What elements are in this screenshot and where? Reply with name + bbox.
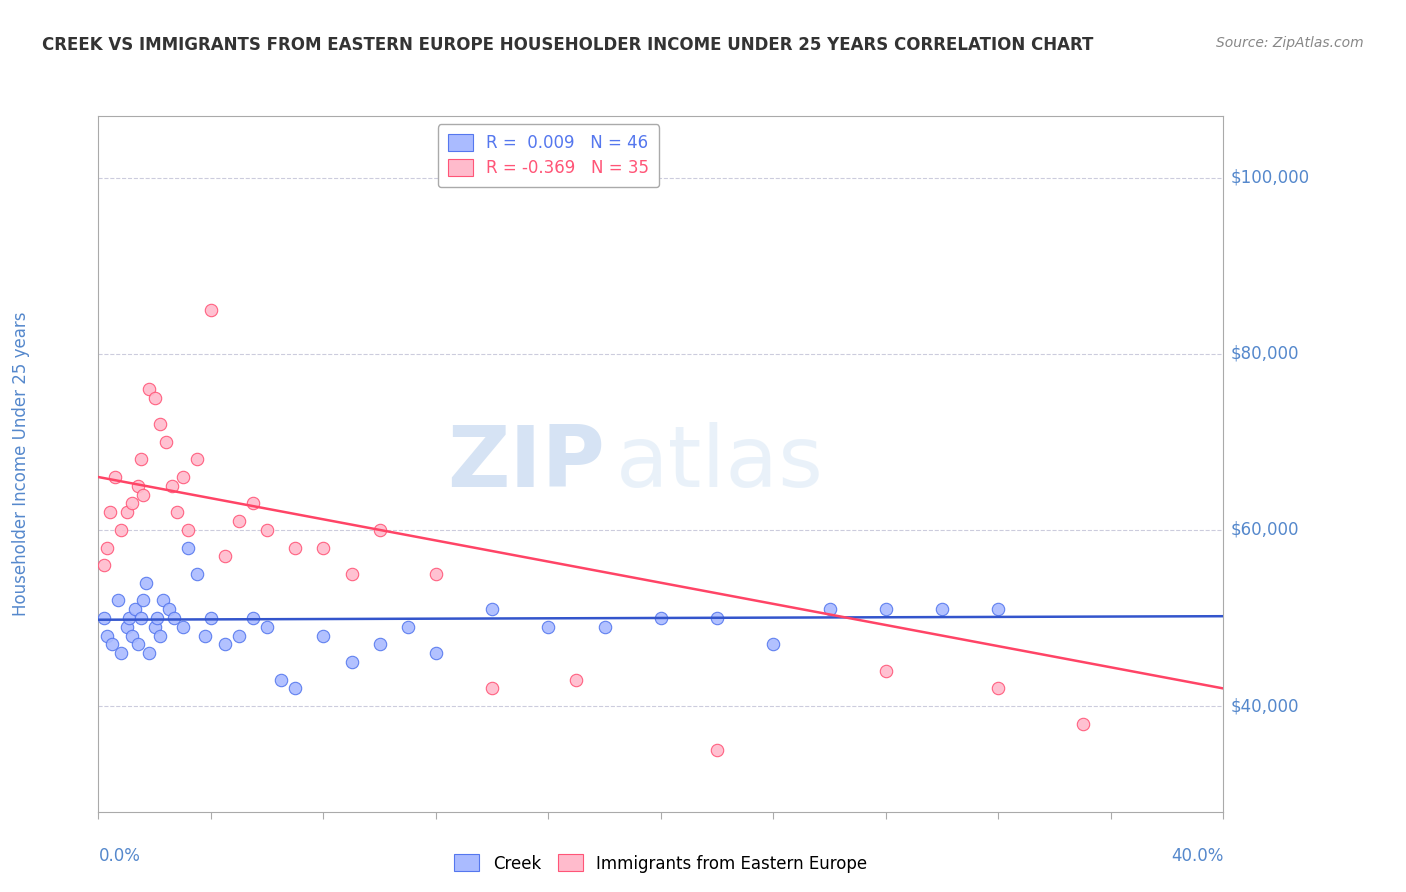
Point — [368, 523, 391, 537]
Point — [149, 417, 172, 432]
Point — [256, 523, 278, 537]
Point — [593, 620, 616, 634]
Point — [565, 673, 588, 687]
Point — [172, 620, 194, 634]
Point — [129, 452, 152, 467]
Point — [818, 602, 841, 616]
Point — [228, 514, 250, 528]
Text: $100,000: $100,000 — [1230, 169, 1309, 186]
Point — [110, 523, 132, 537]
Point — [98, 505, 121, 519]
Point — [138, 646, 160, 660]
Point — [425, 646, 447, 660]
Point — [242, 611, 264, 625]
Point — [481, 681, 503, 696]
Text: $80,000: $80,000 — [1230, 344, 1299, 363]
Point — [107, 593, 129, 607]
Point — [368, 637, 391, 651]
Point — [143, 391, 166, 405]
Point — [96, 541, 118, 555]
Point — [256, 620, 278, 634]
Point — [931, 602, 953, 616]
Point — [762, 637, 785, 651]
Point — [127, 637, 149, 651]
Text: $60,000: $60,000 — [1230, 521, 1299, 539]
Point — [127, 479, 149, 493]
Text: 0.0%: 0.0% — [98, 847, 141, 865]
Point — [177, 523, 200, 537]
Point — [143, 620, 166, 634]
Point — [132, 488, 155, 502]
Point — [101, 637, 124, 651]
Point — [166, 505, 188, 519]
Point — [228, 629, 250, 643]
Point — [214, 637, 236, 651]
Text: $40,000: $40,000 — [1230, 697, 1299, 715]
Point — [152, 593, 174, 607]
Point — [177, 541, 200, 555]
Point — [121, 496, 143, 510]
Text: ZIP: ZIP — [447, 422, 605, 506]
Point — [155, 434, 177, 449]
Text: Householder Income Under 25 years: Householder Income Under 25 years — [13, 311, 30, 616]
Point — [96, 629, 118, 643]
Text: CREEK VS IMMIGRANTS FROM EASTERN EUROPE HOUSEHOLDER INCOME UNDER 25 YEARS CORREL: CREEK VS IMMIGRANTS FROM EASTERN EUROPE … — [42, 36, 1094, 54]
Point — [537, 620, 560, 634]
Point — [172, 470, 194, 484]
Point — [396, 620, 419, 634]
Point — [425, 566, 447, 581]
Point — [340, 566, 363, 581]
Point — [1071, 716, 1094, 731]
Point — [242, 496, 264, 510]
Point — [186, 452, 208, 467]
Point — [200, 611, 222, 625]
Point — [124, 602, 146, 616]
Point — [115, 620, 138, 634]
Point — [284, 681, 307, 696]
Point — [987, 602, 1010, 616]
Point — [138, 382, 160, 396]
Point — [118, 611, 141, 625]
Text: Source: ZipAtlas.com: Source: ZipAtlas.com — [1216, 36, 1364, 50]
Point — [312, 629, 335, 643]
Point — [284, 541, 307, 555]
Point — [875, 664, 897, 678]
Point — [312, 541, 335, 555]
Point — [200, 302, 222, 317]
Point — [129, 611, 152, 625]
Point — [149, 629, 172, 643]
Point — [135, 575, 157, 590]
Point — [132, 593, 155, 607]
Text: 40.0%: 40.0% — [1171, 847, 1223, 865]
Point — [875, 602, 897, 616]
Point — [160, 479, 183, 493]
Point — [93, 611, 115, 625]
Text: atlas: atlas — [616, 422, 824, 506]
Point — [163, 611, 186, 625]
Legend: R =  0.009   N = 46, R = -0.369   N = 35: R = 0.009 N = 46, R = -0.369 N = 35 — [437, 124, 659, 187]
Point — [115, 505, 138, 519]
Point — [157, 602, 180, 616]
Point — [110, 646, 132, 660]
Point — [481, 602, 503, 616]
Point — [987, 681, 1010, 696]
Point — [340, 655, 363, 669]
Legend: Creek, Immigrants from Eastern Europe: Creek, Immigrants from Eastern Europe — [447, 847, 875, 880]
Point — [706, 611, 728, 625]
Point — [104, 470, 127, 484]
Point — [146, 611, 169, 625]
Point — [214, 549, 236, 564]
Point — [121, 629, 143, 643]
Point — [650, 611, 672, 625]
Point — [186, 566, 208, 581]
Point — [706, 743, 728, 757]
Point — [270, 673, 292, 687]
Point — [93, 558, 115, 573]
Point — [194, 629, 217, 643]
